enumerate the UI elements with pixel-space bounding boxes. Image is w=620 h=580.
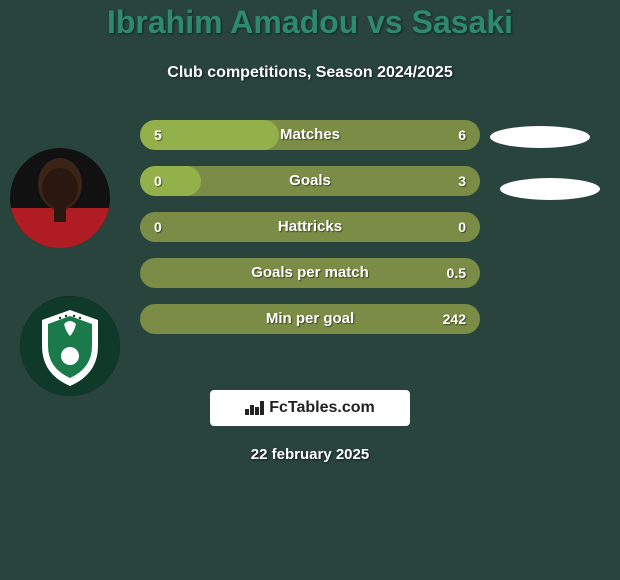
bar-chart-icon: [245, 401, 263, 415]
stat-right-value: 242: [443, 304, 466, 334]
stat-left-value: 0: [154, 212, 162, 242]
player2-avatar-placeholder: [490, 126, 590, 148]
comparison-bars: Matches56Goals03Hattricks00Goals per mat…: [140, 120, 480, 350]
stat-bar: Matches5 6: [140, 120, 480, 150]
stat-right-value: 3: [458, 166, 466, 196]
subtitle: Club competitions, Season 2024/2025: [0, 64, 620, 82]
player1-avatar: [10, 148, 110, 248]
stat-bar: Hattricks0 0: [140, 212, 480, 242]
player2-name: Sasaki: [412, 4, 513, 40]
stat-right-value: 0: [458, 212, 466, 242]
stat-bar: Goals per match0.5: [140, 258, 480, 288]
stat-label: Hattricks: [140, 212, 480, 242]
stat-label: Goals per match: [140, 258, 480, 288]
stat-label: Min per goal: [140, 304, 480, 334]
date-text: 22 february 2025: [0, 446, 620, 463]
stat-label: Goals: [140, 166, 480, 196]
stat-bar: Min per goal242: [140, 304, 480, 334]
stat-right-value: 0.5: [447, 258, 466, 288]
stat-label: Matches: [140, 120, 480, 150]
player1-name: Ibrahim Amadou: [107, 4, 358, 40]
page-title: Ibrahim Amadou vs Sasaki: [0, 4, 620, 41]
brand-badge: FcTables.com: [210, 390, 410, 426]
stat-left-value: 0: [154, 166, 162, 196]
player2-club-badge-placeholder: [500, 178, 600, 200]
stat-bar: Goals0 3: [140, 166, 480, 196]
vs-text: vs: [367, 4, 403, 40]
brand-text: FcTables.com: [269, 399, 375, 417]
stat-right-value: 6: [458, 120, 466, 150]
stat-left-value: 5: [154, 120, 162, 150]
player1-club-badge: [20, 296, 120, 396]
